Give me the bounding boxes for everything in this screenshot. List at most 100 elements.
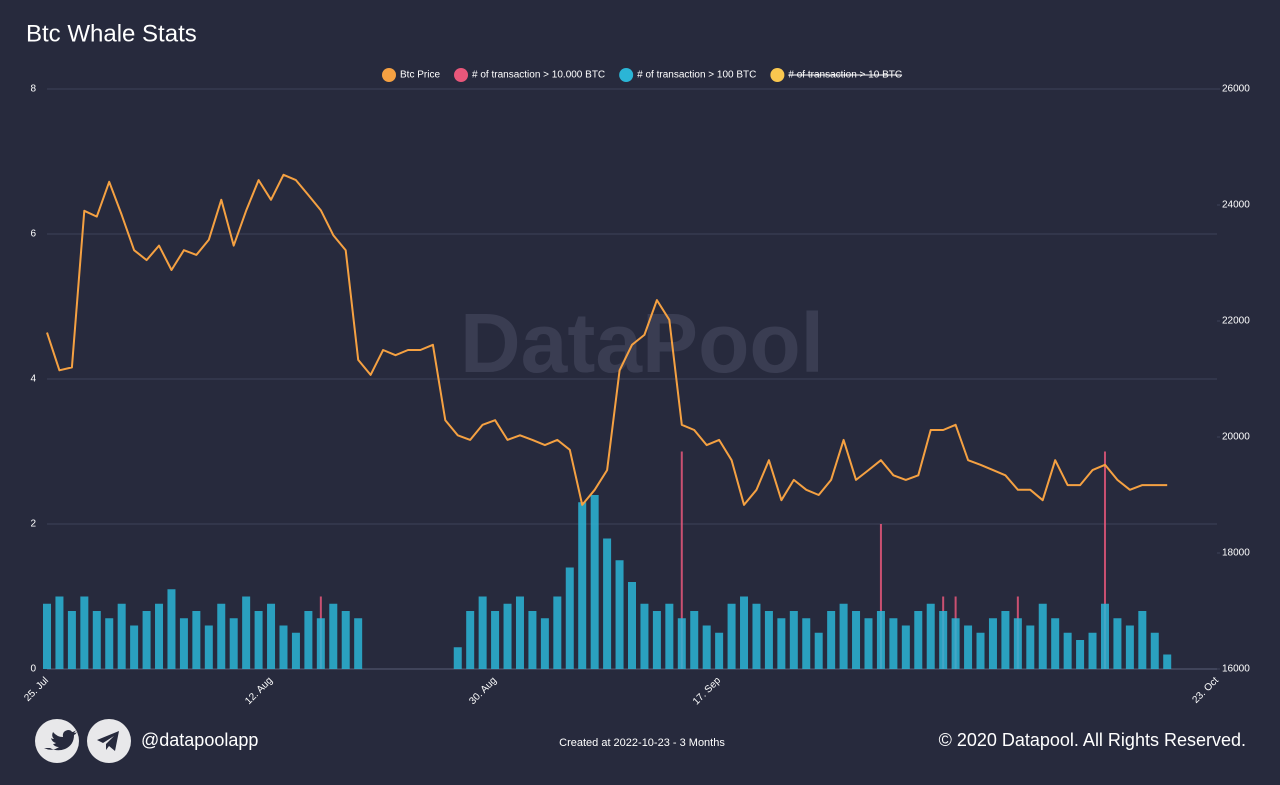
- bar: [590, 495, 599, 669]
- bar: [491, 611, 500, 669]
- bar: [802, 618, 811, 669]
- bar: [217, 603, 226, 669]
- bar: [43, 603, 51, 669]
- y-tick-label: 4: [30, 374, 36, 385]
- legend-label: # of transaction > 100 BTC: [637, 70, 756, 81]
- bar: [764, 611, 773, 669]
- bar: [1038, 603, 1047, 669]
- bar: [229, 618, 238, 669]
- bar: [964, 625, 973, 669]
- legend-swatch: [454, 68, 469, 82]
- bar: [92, 611, 101, 669]
- bar: [827, 611, 836, 669]
- y2-tick-label: 16000: [1222, 664, 1250, 675]
- chart-title: Btc Whale Stats: [26, 20, 197, 47]
- bar: [1163, 654, 1172, 669]
- bar: [528, 611, 537, 669]
- bar: [466, 611, 475, 669]
- bar: [652, 611, 661, 669]
- bar: [951, 618, 960, 669]
- bar: [204, 625, 213, 669]
- bar: [341, 611, 350, 669]
- bar: [665, 603, 674, 669]
- bar: [1088, 632, 1097, 669]
- y2-tick-label: 24000: [1222, 200, 1250, 211]
- bar: [179, 618, 188, 669]
- bar: [864, 618, 873, 669]
- bar: [677, 618, 686, 669]
- bar: [67, 611, 76, 669]
- bar: [603, 538, 612, 669]
- watermark: DataPool: [460, 296, 824, 390]
- bar: [553, 596, 562, 669]
- bar: [789, 611, 798, 669]
- bar: [876, 611, 885, 669]
- bar: [1150, 632, 1159, 669]
- bar: [105, 618, 114, 669]
- legend-swatch: [770, 68, 785, 82]
- bar: [752, 603, 761, 669]
- twitter-icon[interactable]: [35, 719, 79, 763]
- y2-tick-label: 22000: [1222, 316, 1250, 327]
- bar: [478, 596, 487, 669]
- footer-copyright: © 2020 Datapool. All Rights Reserved.: [939, 730, 1246, 750]
- y-tick-label: 6: [30, 229, 36, 240]
- y2-tick-label: 26000: [1222, 84, 1250, 95]
- bar: [715, 632, 724, 669]
- bar: [926, 603, 935, 669]
- bar: [727, 603, 736, 669]
- bar: [540, 618, 549, 669]
- bar: [814, 632, 823, 669]
- x-tick-label: 12. Aug: [243, 675, 275, 707]
- bar: [690, 611, 699, 669]
- legend-item[interactable]: # of transaction > 10 BTC: [770, 68, 903, 82]
- legend-item[interactable]: # of transaction > 10.000 BTC: [454, 68, 605, 82]
- bar: [192, 611, 201, 669]
- bar: [80, 596, 89, 669]
- legend-swatch: [382, 68, 396, 82]
- bar: [839, 603, 848, 669]
- bar: [879, 524, 882, 669]
- bar: [640, 603, 649, 669]
- bar: [889, 618, 898, 669]
- bar: [1125, 625, 1134, 669]
- telegram-icon[interactable]: [87, 719, 131, 763]
- bar: [453, 647, 462, 669]
- y-tick-label: 8: [30, 84, 36, 95]
- bar: [740, 596, 749, 669]
- bar: [702, 625, 711, 669]
- bar: [55, 596, 64, 669]
- bar: [1001, 611, 1010, 669]
- x-tick-label: 23. Oct: [1190, 675, 1221, 706]
- bar: [1103, 451, 1106, 669]
- bar: [142, 611, 151, 669]
- bar: [1013, 618, 1022, 669]
- y-tick-label: 0: [30, 664, 36, 675]
- bar: [1026, 625, 1035, 669]
- bar: [777, 618, 786, 669]
- bar: [1113, 618, 1122, 669]
- y2-tick-label: 18000: [1222, 548, 1250, 559]
- price-line: [46, 173, 1168, 506]
- legend: Btc Price # of transaction > 10.000 BTC # …: [382, 68, 903, 82]
- bar: [254, 611, 263, 669]
- legend-item[interactable]: # of transaction > 100 BTC: [619, 68, 756, 82]
- bar: [1051, 618, 1060, 669]
- bar: [565, 567, 574, 669]
- bar: [329, 603, 338, 669]
- footer-created: Created at 2022-10-23 - 3 Months: [559, 737, 725, 749]
- bar: [628, 582, 636, 669]
- y2-tick-label: 20000: [1222, 432, 1250, 443]
- bar: [155, 603, 164, 669]
- bar: [1138, 611, 1147, 669]
- bar: [578, 502, 587, 669]
- bar: [354, 618, 363, 669]
- footer-handle: @datapoolapp: [141, 730, 258, 750]
- bar: [117, 603, 126, 669]
- x-tick-label: 17. Sep: [691, 675, 723, 707]
- bar: [279, 625, 288, 669]
- bar: [1076, 640, 1085, 669]
- legend-item[interactable]: Btc Price: [382, 68, 440, 82]
- bar: [316, 618, 325, 669]
